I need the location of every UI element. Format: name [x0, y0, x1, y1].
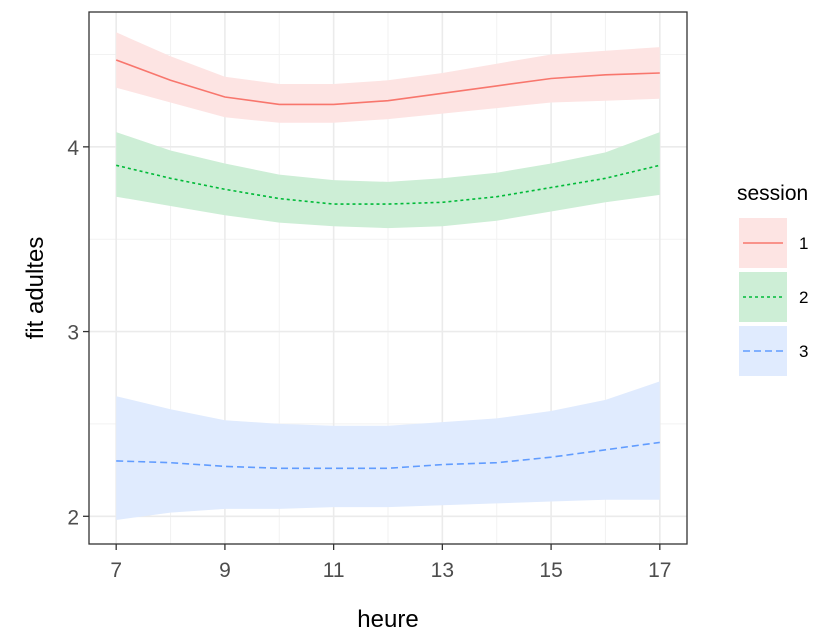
- y-tick-label: 4: [67, 137, 79, 160]
- y-tick-label: 2: [67, 506, 79, 529]
- x-tick-label: 15: [539, 559, 562, 582]
- x-tick-label: 13: [431, 559, 454, 582]
- legend-label-3: 3: [799, 342, 808, 361]
- series-line-2: [116, 164, 660, 205]
- legend-label-1: 1: [799, 234, 808, 253]
- x-axis: 7 9 11 13 15 17: [110, 544, 671, 582]
- legend-title: session: [737, 182, 808, 205]
- legend-label-2: 2: [799, 288, 808, 307]
- legend-keys: 1 2 3: [739, 218, 808, 376]
- y-axis: 2 3 4: [67, 137, 89, 529]
- x-tick-label: 9: [219, 559, 231, 582]
- x-tick-label: 17: [648, 559, 671, 582]
- confidence-band-2: [116, 132, 660, 229]
- series-line-3: [116, 441, 660, 470]
- x-axis-title: heure: [357, 606, 418, 633]
- y-axis-title: fit adultes: [22, 237, 49, 340]
- legend: session 1 2 3: [737, 182, 808, 376]
- series-line-1: [115, 59, 660, 106]
- x-tick-label: 11: [323, 559, 345, 582]
- y-tick-label: 3: [67, 322, 79, 345]
- panel-border: [88, 11, 688, 545]
- confidence-band-3: [116, 381, 660, 520]
- x-tick-label: 7: [110, 559, 122, 582]
- series-lines: [115, 59, 660, 470]
